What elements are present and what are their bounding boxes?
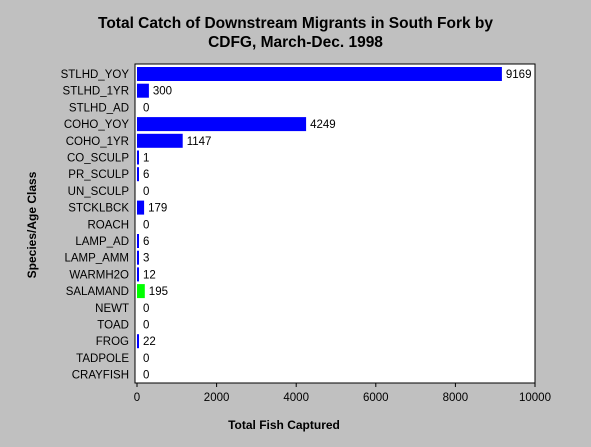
value-label-crayfish: 0 <box>143 370 149 382</box>
bar-co-sculp <box>137 150 139 165</box>
category-label-newt: NEWT <box>95 303 129 315</box>
x-axis-ticks-group: 0 2000 4000 6000 8000 10000 <box>134 383 551 404</box>
chart-title: Total Catch of Downstream Migrants in So… <box>0 14 591 52</box>
bar-frog <box>137 334 139 349</box>
category-label-lamp-amm: LAMP_AMM <box>64 253 129 265</box>
value-label-pr-sculp: 6 <box>143 169 149 181</box>
category-label-crayfish: CRAYFISH <box>72 370 129 382</box>
category-label-stlhd-yoy: STLHD_YOY <box>61 69 130 81</box>
x-axis-title: Total Fish Captured <box>228 418 340 432</box>
category-label-salamand: SALAMAND <box>66 286 129 298</box>
value-label-toad: 0 <box>143 320 149 332</box>
value-label-tadpole: 0 <box>143 353 149 365</box>
bar-stlhd-1yr <box>137 83 149 98</box>
category-label-stcklbck: STCKLBCK <box>68 203 129 215</box>
category-label-warmh2o: WARMH2O <box>69 269 129 281</box>
x-tick-label-8000: 8000 <box>443 392 469 404</box>
bar-coho-1yr <box>137 133 183 148</box>
value-label-co-sculp: 1 <box>143 153 149 165</box>
bars-group <box>137 67 502 349</box>
value-label-roach: 0 <box>143 219 149 231</box>
x-tick-label-0: 0 <box>134 392 140 404</box>
chart-title-line-1: Total Catch of Downstream Migrants in So… <box>98 15 493 32</box>
value-label-stlhd-ad: 0 <box>143 102 149 114</box>
value-label-stlhd-1yr: 300 <box>153 86 172 98</box>
category-label-lamp-ad: LAMP_AD <box>75 236 129 248</box>
plot-area <box>134 63 536 384</box>
bar-lamp-amm <box>137 250 139 265</box>
value-label-newt: 0 <box>143 303 149 315</box>
bar-stcklbck <box>137 200 145 215</box>
category-label-co-sculp: CO_SCULP <box>67 153 129 165</box>
bar-pr-sculp <box>137 167 139 182</box>
category-label-coho-yoy: COHO_YOY <box>64 119 130 131</box>
category-label-roach: ROACH <box>87 219 129 231</box>
category-label-tadpole: TADPOLE <box>76 353 129 365</box>
bar-coho-yoy <box>137 117 307 132</box>
value-label-frog: 22 <box>143 336 156 348</box>
y-axis-title: Species/Age Class <box>25 171 39 278</box>
value-label-un-sculp: 0 <box>143 186 149 198</box>
category-label-un-sculp: UN_SCULP <box>68 186 130 198</box>
category-label-frog: FROG <box>96 336 129 348</box>
x-tick-label-4000: 4000 <box>283 392 309 404</box>
category-label-pr-sculp: PR_SCULP <box>68 169 129 181</box>
x-tick-label-10000: 10000 <box>519 392 551 404</box>
category-labels-group: STLHD_YOY STLHD_1YR STLHD_AD COHO_YOY COHO_1… <box>61 69 130 382</box>
value-label-stlhd-yoy: 9169 <box>506 69 532 81</box>
bar-lamp-ad <box>137 234 139 248</box>
category-label-toad: TOAD <box>97 320 129 332</box>
value-label-lamp-amm: 3 <box>143 253 149 265</box>
category-label-stlhd-1yr: STLHD_1YR <box>63 86 129 98</box>
x-tick-label-6000: 6000 <box>363 392 389 404</box>
bar-stlhd-yoy <box>137 67 502 81</box>
value-label-stcklbck: 179 <box>148 203 167 215</box>
value-label-lamp-ad: 6 <box>143 236 149 248</box>
bar-warmh2o <box>137 267 139 282</box>
category-label-stlhd-ad: STLHD_AD <box>69 102 129 114</box>
bar-salamand <box>137 284 145 299</box>
value-label-coho-1yr: 1147 <box>187 136 212 148</box>
value-label-warmh2o: 12 <box>143 269 156 281</box>
value-label-coho-yoy: 4249 <box>310 119 336 131</box>
value-label-salamand: 195 <box>149 286 168 298</box>
category-label-coho-1yr: COHO_1YR <box>66 136 129 148</box>
chart-title-line-2: CDFG, March-Dec. 1998 <box>208 34 383 51</box>
x-tick-label-2000: 2000 <box>204 392 230 404</box>
